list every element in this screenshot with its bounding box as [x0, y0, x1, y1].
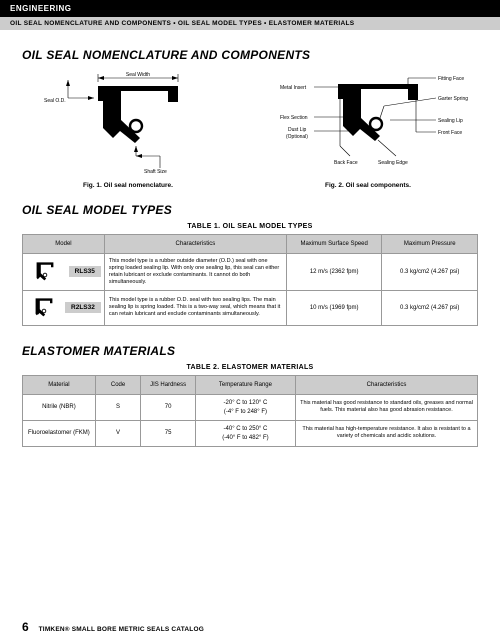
table1-col-char: Characteristics: [104, 235, 286, 254]
table1-title: TABLE 1. OIL SEAL MODEL TYPES: [22, 223, 478, 230]
material-char: This material has high-temperature resis…: [295, 420, 477, 446]
fig1-caption: Fig. 1. Oil seal nomenclature.: [22, 182, 234, 189]
catalog-title: TIMKEN® SMALL BORE METRIC SEALS CATALOG: [39, 626, 204, 633]
material-name: Fluoroelastomer (FKM): [23, 420, 96, 446]
model-speed: 12 m/s (2362 fpm): [286, 254, 382, 291]
svg-text:Seal O.D.: Seal O.D.: [44, 98, 66, 104]
material-temp: -40° C to 250° C (-40° F to 482° F): [195, 420, 295, 446]
svg-text:Sealing Edge: Sealing Edge: [378, 160, 408, 166]
table-row: Fluoroelastomer (FKM) V 75 -40° C to 250…: [23, 420, 478, 446]
table2-col-hardness: JIS Hardness: [141, 375, 196, 394]
table-row: R2LS32 This model type is a rubber O.D. …: [23, 290, 478, 325]
page-footer: 6 TIMKEN® SMALL BORE METRIC SEALS CATALO…: [22, 620, 204, 634]
table2-col-code: Code: [95, 375, 141, 394]
material-temp: -20° C to 120° C (-4° F to 248° F): [195, 394, 295, 420]
svg-text:Front Face: Front Face: [438, 130, 462, 136]
table2-col-char: Characteristics: [295, 375, 477, 394]
header-section: ENGINEERING: [0, 0, 500, 17]
svg-text:Shaft Size: Shaft Size: [144, 169, 167, 175]
table1-col-speed: Maximum Surface Speed: [286, 235, 382, 254]
svg-text:Back Face: Back Face: [334, 160, 358, 166]
model-types-table: Model Characteristics Maximum Surface Sp…: [22, 234, 478, 326]
svg-text:Metal Insert: Metal Insert: [280, 85, 307, 91]
fig2-caption: Fig. 2. Oil seal components.: [258, 182, 478, 189]
page-number: 6: [22, 620, 29, 634]
table-row: Nitrile (NBR) S 70 -20° C to 120° C (-4°…: [23, 394, 478, 420]
svg-text:Dust Lip: Dust Lip: [288, 127, 307, 133]
header-subheader: OIL SEAL NOMENCLATURE AND COMPONENTS • O…: [0, 17, 500, 30]
material-hardness: 75: [141, 420, 196, 446]
diagrams-row: Seal Width Seal O.D. Shaft Size Fig. 1. …: [22, 68, 478, 189]
section1-title: OIL SEAL NOMENCLATURE AND COMPONENTS: [22, 48, 478, 62]
table2-title: TABLE 2. ELASTOMER MATERIALS: [22, 364, 478, 371]
elastomer-materials-table: Material Code JIS Hardness Temperature R…: [22, 375, 478, 447]
material-char: This material has good resistance to sta…: [295, 394, 477, 420]
material-code: V: [95, 420, 141, 446]
model-label: R2LS32: [65, 302, 101, 313]
table2-col-material: Material: [23, 375, 96, 394]
model-label: RLS35: [69, 266, 101, 277]
model-speed: 10 m/s (1969 fpm): [286, 290, 382, 325]
material-name: Nitrile (NBR): [23, 394, 96, 420]
table-row: RLS35 This model type is a rubber outsid…: [23, 254, 478, 291]
svg-text:(Optional): (Optional): [286, 134, 308, 140]
material-code: S: [95, 394, 141, 420]
figure-2: Metal Insert Flex Section Dust Lip (Opti…: [258, 68, 478, 189]
material-hardness: 70: [141, 394, 196, 420]
table1-col-pressure: Maximum Pressure: [382, 235, 478, 254]
svg-text:Seal Width: Seal Width: [126, 72, 150, 78]
seal-icon: [33, 260, 57, 284]
section2-title: OIL SEAL MODEL TYPES: [22, 203, 478, 217]
table1-col-model: Model: [23, 235, 105, 254]
svg-text:Sealing Lip: Sealing Lip: [438, 118, 463, 124]
svg-text:Garter Spring: Garter Spring: [438, 96, 468, 102]
table2-col-temp: Temperature Range: [195, 375, 295, 394]
model-char: This model type is a rubber O.D. seal wi…: [104, 290, 286, 325]
page-content: OIL SEAL NOMENCLATURE AND COMPONENTS Sea…: [0, 30, 500, 447]
seal-components-diagram: Metal Insert Flex Section Dust Lip (Opti…: [258, 68, 478, 178]
model-pressure: 0.3 kg/cm2 (4.267 psi): [382, 254, 478, 291]
seal-nomenclature-diagram: Seal Width Seal O.D. Shaft Size: [28, 68, 228, 178]
model-pressure: 0.3 kg/cm2 (4.267 psi): [382, 290, 478, 325]
section3-title: ELASTOMER MATERIALS: [22, 344, 478, 358]
seal-icon: [32, 296, 56, 320]
model-char: This model type is a rubber outside diam…: [104, 254, 286, 291]
svg-text:Flex Section: Flex Section: [280, 115, 308, 121]
svg-text:Fitting Face: Fitting Face: [438, 76, 464, 82]
figure-1: Seal Width Seal O.D. Shaft Size Fig. 1. …: [22, 68, 234, 189]
